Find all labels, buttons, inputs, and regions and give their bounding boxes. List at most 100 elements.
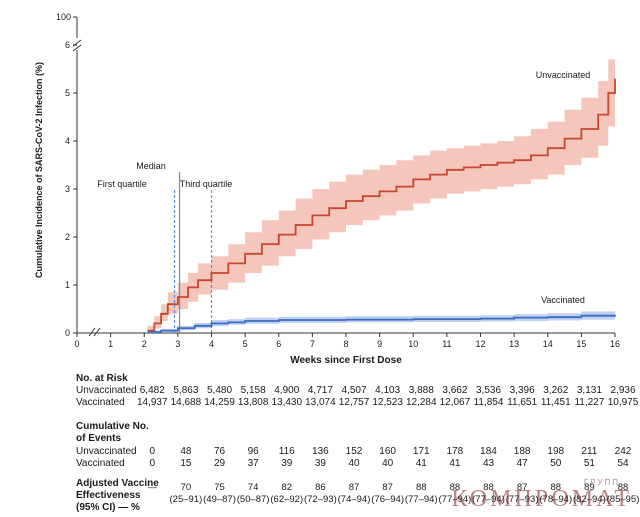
ave-ci-cell: (77–94) xyxy=(438,494,472,505)
x-tick-label: 1 xyxy=(108,339,113,349)
at-risk-unvaccinated-cell: 3,662 xyxy=(442,385,468,396)
at-risk-unvaccinated-cell: 3,536 xyxy=(475,385,502,396)
ave-value-cell: 88 xyxy=(415,482,427,493)
ave-header: Effectiveness xyxy=(76,490,141,501)
at-risk-unvaccinated-cell: 4,717 xyxy=(307,385,333,396)
at-risk-unvaccinated-cell: 5,480 xyxy=(206,385,233,396)
row-label-unvaccinated: Unvaccinated xyxy=(76,446,137,457)
y-tick-label: 100 xyxy=(56,12,71,22)
ave-ci-cell: (50–87) xyxy=(236,494,270,505)
y-tick-label: 1 xyxy=(65,280,70,290)
x-tick-label: 8 xyxy=(343,339,348,349)
x-tick-label: 14 xyxy=(543,339,553,349)
ave-ci-cell: (78–94) xyxy=(539,494,573,505)
ci-band xyxy=(147,47,615,334)
x-tick-label: 7 xyxy=(310,339,315,349)
at-risk-vaccinated-cell: 11,451 xyxy=(540,397,571,408)
x-axis-label: Weeks since First Dose xyxy=(290,355,402,366)
events-unvaccinated-cell: 160 xyxy=(379,446,396,457)
at-risk-vaccinated-cell: 10,975 xyxy=(607,397,639,408)
ave-value-cell: 88 xyxy=(550,482,562,493)
ave-header: (95% CI) — % xyxy=(76,502,140,513)
ave-value-cell: 89 xyxy=(584,482,595,493)
x-tick-label: 5 xyxy=(243,339,248,349)
at-risk-unvaccinated-cell: 3,131 xyxy=(576,385,602,396)
row-label-vaccinated: Vaccinated xyxy=(76,397,125,408)
events-vaccinated-cell: 47 xyxy=(516,458,528,469)
ave-value-cell: 87 xyxy=(516,482,528,493)
ave-ci-cell: (74–94) xyxy=(337,494,371,505)
events-unvaccinated-cell: 198 xyxy=(547,446,565,457)
x-tick-label: 15 xyxy=(576,339,586,349)
events-vaccinated-cell: 39 xyxy=(281,458,293,469)
at-risk-vaccinated-cell: 13,074 xyxy=(305,397,336,408)
y-tick-label: 5 xyxy=(65,88,70,98)
events-vaccinated-cell: 15 xyxy=(180,458,192,469)
at-risk-vaccinated-cell: 11,227 xyxy=(574,397,605,408)
events-header: of Events xyxy=(76,433,122,444)
events-unvaccinated-cell: 178 xyxy=(446,446,464,457)
series-line xyxy=(147,314,616,333)
ave-header: Adjusted Vaccine xyxy=(76,478,159,489)
ave-value-cell: 75 xyxy=(214,482,225,493)
y-tick-label: 0 xyxy=(65,328,70,338)
row-label-vaccinated: Vaccinated xyxy=(76,458,125,469)
ave-ci-cell: (85–95) xyxy=(606,494,640,505)
ave-ci-cell: (62–92) xyxy=(270,494,304,505)
y-axis-label: Cumulative Incidence of SARS-CoV-2 Infec… xyxy=(34,62,44,278)
at-risk-unvaccinated-cell: 3,396 xyxy=(509,385,535,396)
events-vaccinated-cell: 54 xyxy=(617,458,629,469)
ave-value-cell: 74 xyxy=(247,482,259,493)
events-unvaccinated-cell: 0 xyxy=(149,446,156,457)
events-unvaccinated-cell: 48 xyxy=(180,446,192,457)
events-unvaccinated-cell: 242 xyxy=(614,446,632,457)
x-tick-label: 0 xyxy=(74,339,79,349)
x-tick-label: 13 xyxy=(509,339,519,349)
at-risk-vaccinated-cell: 12,284 xyxy=(405,397,437,408)
ave-ci-cell: (82–94) xyxy=(573,494,606,505)
ave-value-cell: 88 xyxy=(449,482,461,493)
y-tick-label: 2 xyxy=(65,232,70,242)
series-label: Unvaccinated xyxy=(536,70,591,80)
x-tick-label: 4 xyxy=(209,339,214,349)
ave-ci-cell: (25–91) xyxy=(169,494,203,505)
at-risk-vaccinated-cell: 14,259 xyxy=(204,397,235,408)
events-vaccinated-cell: 37 xyxy=(247,458,259,469)
series-line xyxy=(147,78,616,332)
x-axis-break xyxy=(88,327,101,337)
events-vaccinated-cell: 0 xyxy=(149,458,156,469)
events-vaccinated-cell: 39 xyxy=(314,458,326,469)
at-risk-vaccinated-cell: 11,854 xyxy=(473,397,504,408)
ave-value-cell: 88 xyxy=(617,482,629,493)
events-unvaccinated-cell: 184 xyxy=(480,446,497,457)
ave-ci-cell: (77–94) xyxy=(404,494,438,505)
reference-line-label: Median xyxy=(136,161,166,171)
x-tick-label: 3 xyxy=(175,339,180,349)
ave-ci-cell: (77–93) xyxy=(505,494,539,505)
ave-value-cell: 86 xyxy=(315,482,326,493)
at-risk-unvaccinated-cell: 4,900 xyxy=(274,385,300,396)
y-tick-label: 4 xyxy=(65,136,70,146)
ave-value-cell: 87 xyxy=(348,482,360,493)
at-risk-unvaccinated-cell: 3,262 xyxy=(543,385,569,396)
at-risk-header: No. at Risk xyxy=(76,373,128,384)
events-unvaccinated-cell: 171 xyxy=(412,446,430,457)
x-tick-label: 12 xyxy=(475,339,485,349)
ci-band xyxy=(147,310,615,333)
at-risk-vaccinated-cell: 14,688 xyxy=(170,397,202,408)
x-tick-label: 9 xyxy=(377,339,382,349)
events-vaccinated-cell: 43 xyxy=(482,458,495,469)
events-unvaccinated-cell: 76 xyxy=(213,446,226,457)
at-risk-vaccinated-cell: 12,757 xyxy=(338,397,370,408)
events-header: Cumulative No. xyxy=(76,421,149,432)
x-tick-label: 16 xyxy=(610,339,620,349)
reference-line-label: Third quartile xyxy=(180,179,233,189)
ave-value-cell: 82 xyxy=(281,482,293,493)
events-vaccinated-cell: 41 xyxy=(449,458,461,469)
events-unvaccinated-cell: 211 xyxy=(581,446,598,457)
ave-ci-cell: (72–93) xyxy=(304,494,337,505)
reference-line-label: First quartile xyxy=(97,179,147,189)
ave-value-cell: 70 xyxy=(180,482,192,493)
